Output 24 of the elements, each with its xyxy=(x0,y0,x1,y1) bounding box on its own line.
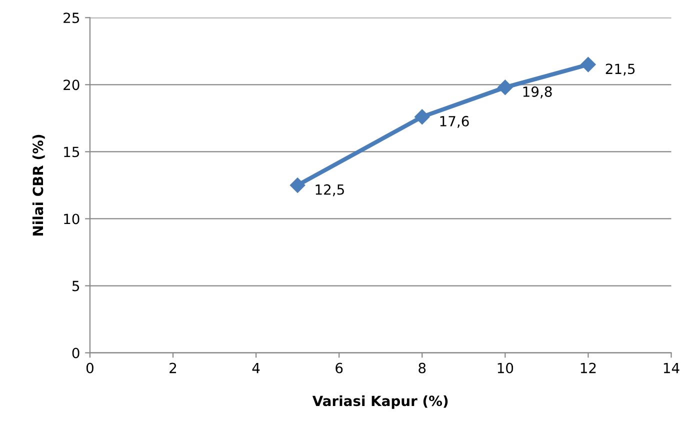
x-tick-label: 12 xyxy=(580,362,596,374)
x-tick-label: 0 xyxy=(86,362,94,374)
point xyxy=(290,178,306,193)
data-label: 12,5 xyxy=(316,184,344,196)
y-tick-label: 5 xyxy=(72,280,80,292)
y-tick-label: 20 xyxy=(64,80,80,90)
x-axis-title: Variasi Kapur (%) xyxy=(312,395,448,409)
data-label: 21,5 xyxy=(606,64,635,76)
y-tick-label: 25 xyxy=(64,12,80,24)
y-axis-title: Nilai CBR (%) xyxy=(32,134,45,236)
x-tick-label: 6 xyxy=(336,362,343,374)
x-tick-label: 8 xyxy=(418,362,426,374)
x-tick-label: 4 xyxy=(252,362,260,374)
y-tick-label: 10 xyxy=(64,214,80,224)
x-tick-label: 2 xyxy=(170,362,176,374)
x-tick-label: 10 xyxy=(498,362,514,374)
x-tick-label: 14 xyxy=(664,362,680,374)
y-tick-label: 0 xyxy=(72,348,80,358)
point xyxy=(414,109,430,124)
data-label: 19,8 xyxy=(523,86,552,98)
point xyxy=(498,80,513,95)
point xyxy=(580,56,596,72)
data-label: 17,6 xyxy=(440,116,469,128)
y-tick-label: 15 xyxy=(64,146,80,158)
